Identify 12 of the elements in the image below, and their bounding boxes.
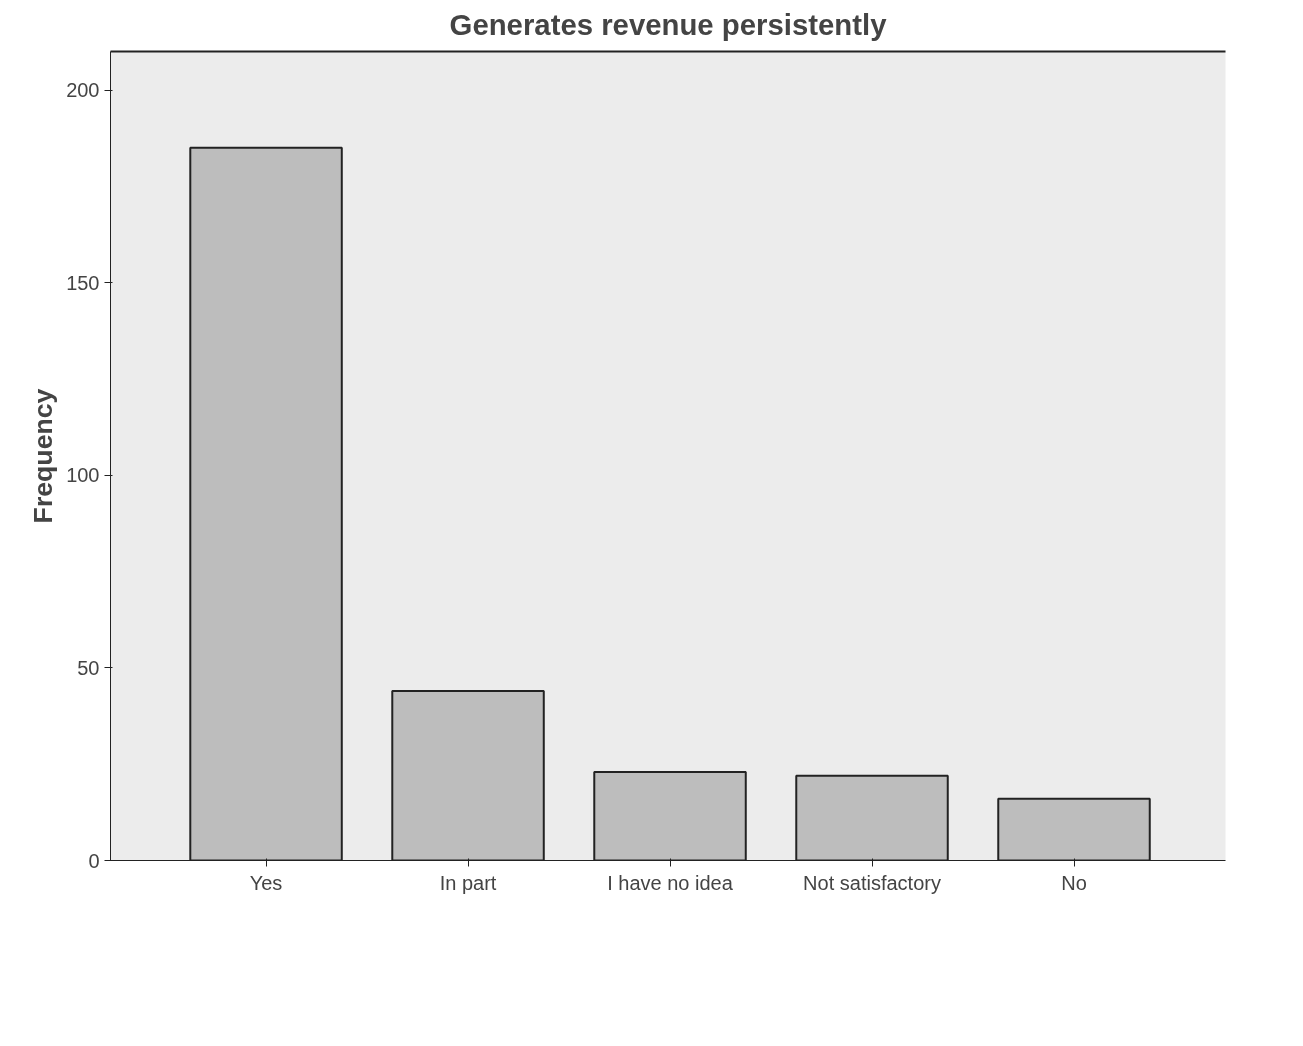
x-tick-label: No — [1061, 871, 1087, 894]
y-tick-label: 150 — [66, 271, 100, 294]
x-tick-label: Not satisfactory — [803, 871, 941, 894]
x-tick-label: In part — [439, 871, 497, 894]
x-tick-label: Yes — [249, 871, 283, 894]
x-tick-label: I have no idea — [607, 871, 734, 894]
y-tick-label: 200 — [66, 79, 100, 102]
y-axis-title: Frequency — [28, 388, 59, 524]
y-tick-label: 0 — [88, 849, 100, 872]
y-tick-label: 50 — [77, 656, 100, 679]
y-tick-label: 100 — [66, 464, 100, 487]
chart-title: Generates revenue persistently — [449, 7, 888, 41]
